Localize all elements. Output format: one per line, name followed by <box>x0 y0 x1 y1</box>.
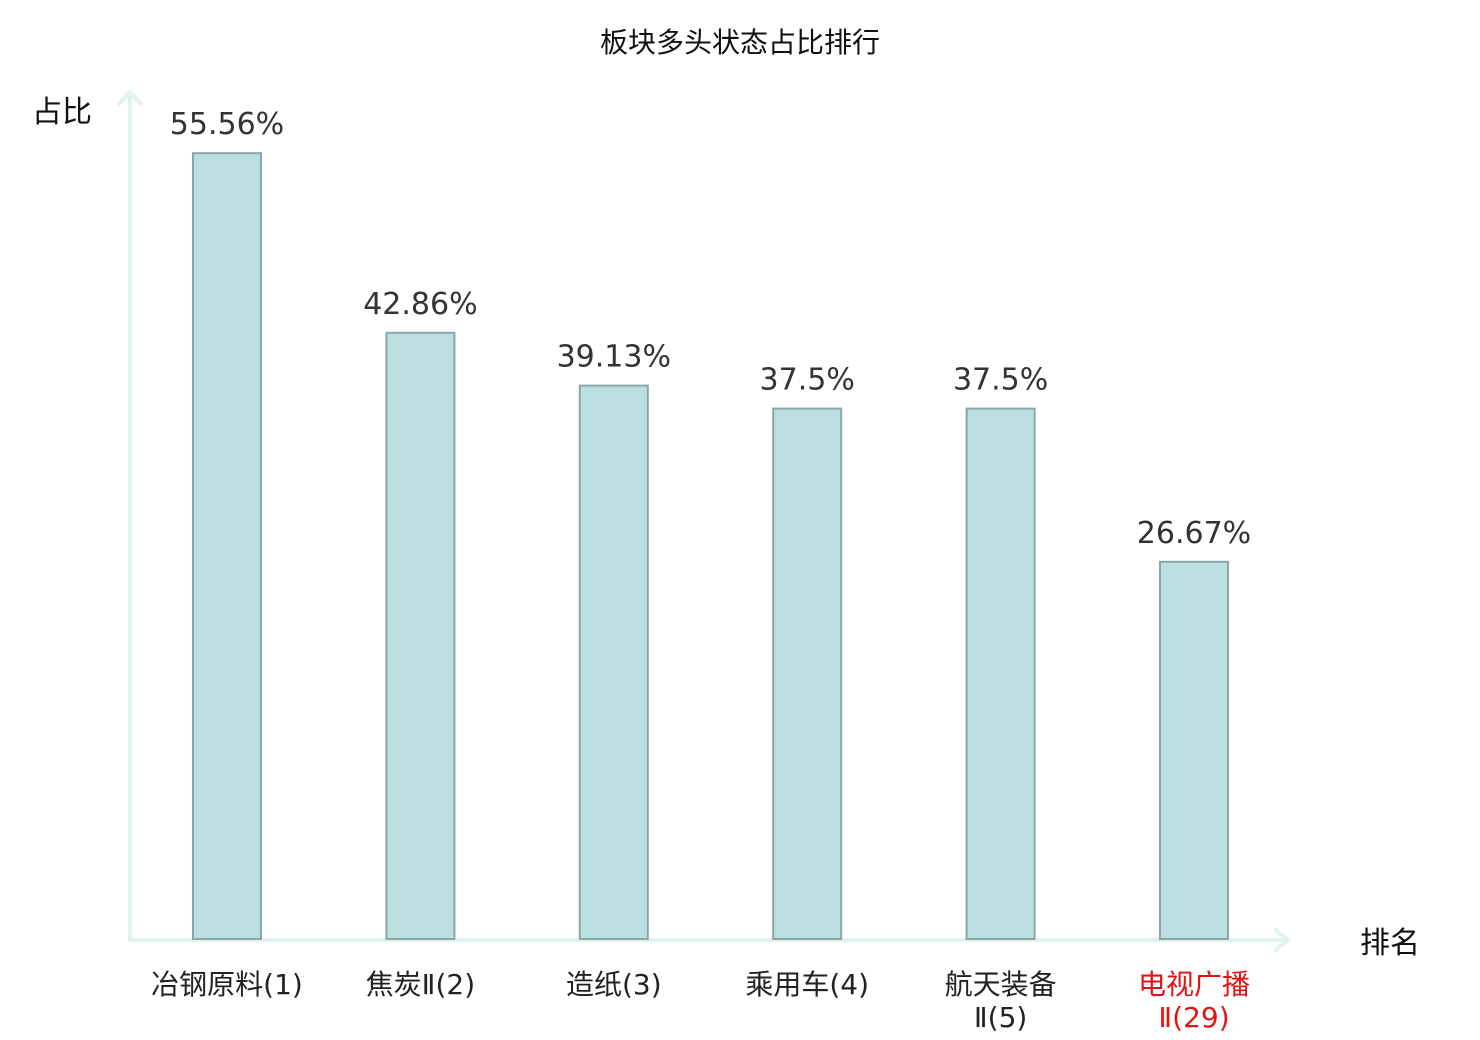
category-label-1: 冶钢原料(1) <box>151 968 303 1001</box>
value-label-4: 37.5% <box>760 363 855 398</box>
x-axis-line <box>128 928 1292 952</box>
category-label-4: 乘用车(4) <box>745 968 869 1001</box>
y-axis-label: 占比 <box>32 95 92 130</box>
category-label-5-line-1: 航天装备 <box>945 968 1057 1001</box>
value-label-1: 55.56% <box>170 107 284 142</box>
value-label-2: 42.86% <box>363 287 477 322</box>
category-label-6-line-2: Ⅱ(29) <box>1158 1001 1229 1034</box>
bar-5 <box>965 407 1036 941</box>
value-labels-group: 55.56% 42.86% 39.13% 37.5% 37.5% 26.67% <box>170 107 1251 551</box>
x-axis-label: 排名 <box>1360 926 1420 961</box>
value-label-5: 37.5% <box>953 363 1048 398</box>
bar-2 <box>385 331 456 940</box>
value-label-3: 39.13% <box>557 340 671 375</box>
bar-1 <box>192 152 262 940</box>
category-label-2: 焦炭Ⅱ(2) <box>366 968 475 1001</box>
category-label-6-line-1: 电视广播 <box>1138 968 1250 1001</box>
category-label-5-line-2: Ⅱ(5) <box>974 1001 1027 1034</box>
y-axis-line <box>117 89 143 942</box>
value-label-6: 26.67% <box>1137 516 1251 551</box>
bars-group <box>192 152 1229 941</box>
chart-title: 板块多头状态占比排行 <box>600 26 880 59</box>
bar-4 <box>772 407 843 941</box>
bar-6 <box>1159 560 1229 940</box>
category-label-3: 造纸(3) <box>566 968 662 1001</box>
bar-3 <box>578 384 649 941</box>
